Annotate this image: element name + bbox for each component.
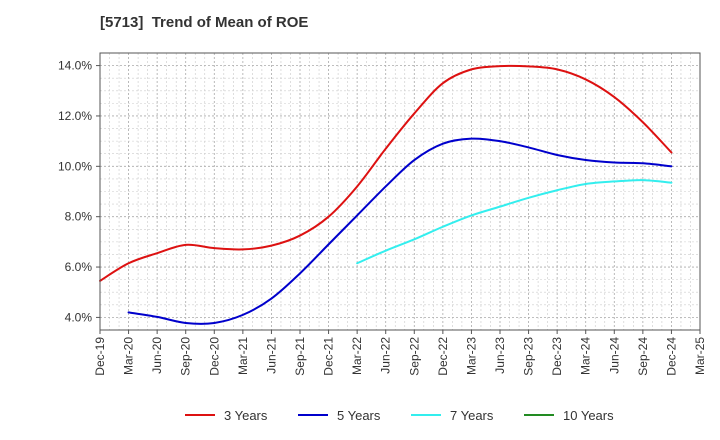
legend-label: 5 Years [337,408,381,423]
series-line-7-years [356,179,673,265]
y-tick-label: 4.0% [65,310,93,324]
x-tick-label: Jun-23 [493,337,507,374]
y-tick-label: 6.0% [65,260,93,274]
x-tick-label: Dec-24 [664,337,678,376]
chart-title: [5713] Trend of Mean of ROE [100,14,309,31]
x-tick-label: Dec-19 [93,337,107,376]
y-tick-label: 10.0% [58,159,92,173]
series-line-5-years [127,137,673,325]
series-line-3-years [99,64,673,282]
x-tick-label: Mar-23 [464,337,478,375]
x-tick-label: Jun-21 [264,337,278,374]
x-tick-label: Sep-20 [179,337,193,376]
legend-label: 10 Years [563,408,614,423]
x-tick-label: Jun-22 [379,337,393,374]
y-tick-label: 14.0% [58,59,92,73]
x-tick-label: Jun-20 [150,337,164,374]
series-layer [99,64,673,325]
x-tick-label: Dec-20 [207,337,221,376]
x-axis-ticks: Dec-19 Mar-20 Jun-20 Sep-20 Dec-20 Mar-21 Jun-… [93,330,707,376]
x-tick-label: Mar-22 [350,337,364,375]
y-tick-label: 12.0% [58,109,92,123]
x-tick-label: Sep-22 [407,337,421,376]
x-tick-label: Sep-23 [522,337,536,376]
x-tick-label: Mar-25 [693,337,707,375]
legend-label: 7 Years [450,408,494,423]
y-axis-ticks: 4.0% 6.0% 8.0% 10.0% 12.0% 14.0% [58,59,100,324]
x-tick-label: Sep-21 [293,337,307,376]
legend: 3 Years 5 Years 7 Years 10 Years [185,408,614,423]
plot-border [99,52,701,331]
x-tick-label: Dec-21 [322,337,336,376]
x-tick-label: Mar-21 [236,337,250,375]
x-tick-label: Dec-22 [436,337,450,376]
x-tick-label: Jun-24 [607,337,621,374]
x-tick-label: Mar-20 [122,337,136,375]
y-tick-label: 8.0% [65,210,93,224]
grid [99,52,701,331]
x-tick-label: Dec-23 [550,337,564,376]
plot-frame [99,52,701,331]
x-tick-label: Sep-24 [636,337,650,376]
x-tick-label: Mar-24 [579,337,593,375]
legend-label: 3 Years [224,408,268,423]
